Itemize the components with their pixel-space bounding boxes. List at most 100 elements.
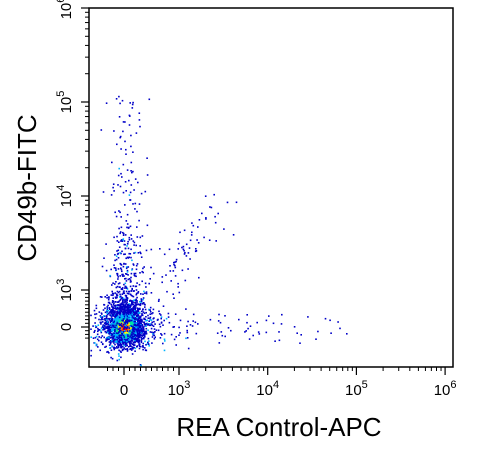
event-dot — [127, 266, 130, 268]
event-dot — [104, 319, 106, 321]
event-dot — [122, 321, 125, 324]
event-dot — [122, 325, 125, 327]
event-dot — [146, 319, 148, 322]
event-dot — [128, 303, 131, 305]
event-dot — [113, 335, 115, 337]
event-dot — [122, 130, 124, 133]
event-dot — [346, 333, 348, 335]
event-dot — [219, 321, 222, 324]
event-dot — [153, 338, 156, 340]
event-dot — [265, 331, 268, 334]
event-dot — [136, 296, 138, 299]
event-dot — [94, 322, 96, 324]
event-dot — [129, 320, 131, 322]
event-dot — [123, 341, 125, 344]
event-dot — [136, 345, 138, 348]
event-dot — [140, 192, 143, 195]
event-dot — [101, 316, 104, 318]
event-dot — [120, 305, 123, 308]
event-dot — [125, 267, 128, 270]
event-dot — [128, 336, 131, 339]
event-dot — [112, 186, 114, 189]
event-dot — [149, 306, 152, 309]
event-dot — [138, 347, 141, 350]
event-dot — [90, 336, 92, 338]
event-dot — [119, 232, 121, 235]
event-dot — [99, 349, 101, 352]
event-dot — [141, 318, 143, 321]
event-dot — [124, 278, 126, 280]
event-dot — [153, 334, 156, 337]
event-dot — [132, 320, 135, 322]
event-dot — [131, 316, 134, 318]
event-dot — [102, 318, 104, 321]
event-dot — [128, 331, 130, 334]
event-dot — [131, 303, 133, 305]
event-dot — [146, 224, 149, 227]
event-dot — [122, 328, 124, 331]
event-dot — [144, 190, 147, 193]
event-dot — [127, 308, 129, 310]
event-dot — [178, 242, 180, 245]
event-dot — [106, 306, 108, 308]
event-dot — [122, 342, 124, 345]
event-dot — [132, 333, 135, 335]
event-dot — [116, 319, 119, 321]
event-dot — [135, 327, 137, 329]
event-dot — [147, 337, 150, 340]
event-dot — [116, 323, 119, 326]
event-dot — [140, 300, 143, 302]
event-dot — [145, 332, 148, 334]
event-dot — [126, 305, 128, 308]
plot-area-background — [89, 8, 453, 367]
event-dot — [113, 342, 115, 344]
event-dot — [110, 312, 113, 314]
event-dot — [121, 326, 123, 329]
event-dot — [130, 342, 133, 344]
event-dot — [106, 294, 108, 297]
event-dot — [101, 318, 103, 320]
event-dot — [152, 325, 155, 327]
event-dot — [131, 313, 133, 315]
event-dot — [218, 342, 221, 344]
event-dot — [120, 334, 123, 337]
event-dot — [127, 335, 129, 338]
event-dot — [130, 325, 133, 328]
event-dot — [139, 315, 141, 318]
event-dot — [134, 323, 137, 326]
event-dot — [141, 324, 144, 327]
event-dot — [105, 317, 108, 320]
event-dot — [168, 248, 171, 251]
event-dot — [170, 333, 173, 336]
event-dot — [112, 322, 114, 325]
event-dot — [130, 334, 133, 336]
event-dot — [126, 297, 129, 299]
event-dot — [145, 320, 147, 322]
event-dot — [184, 279, 187, 282]
event-dot — [133, 252, 135, 254]
event-dot — [125, 280, 128, 282]
event-dot — [201, 212, 203, 215]
event-dot — [128, 321, 130, 324]
event-dot — [110, 316, 113, 318]
event-dot — [142, 348, 144, 351]
event-dot — [119, 305, 121, 307]
event-dot — [107, 328, 110, 330]
event-dot — [143, 303, 146, 306]
event-dot — [130, 349, 133, 351]
event-dot — [154, 323, 156, 325]
event-dot — [111, 340, 113, 343]
event-dot — [137, 320, 139, 323]
event-dot — [131, 315, 133, 317]
event-dot — [148, 282, 150, 285]
event-dot — [160, 316, 163, 318]
event-dot — [106, 336, 108, 339]
event-dot — [116, 336, 118, 338]
event-dot — [103, 303, 105, 306]
event-dot — [139, 308, 141, 310]
event-dot — [116, 313, 118, 316]
event-dot — [145, 325, 147, 327]
event-dot — [119, 286, 121, 288]
event-dot — [133, 341, 136, 343]
event-dot — [105, 318, 108, 321]
